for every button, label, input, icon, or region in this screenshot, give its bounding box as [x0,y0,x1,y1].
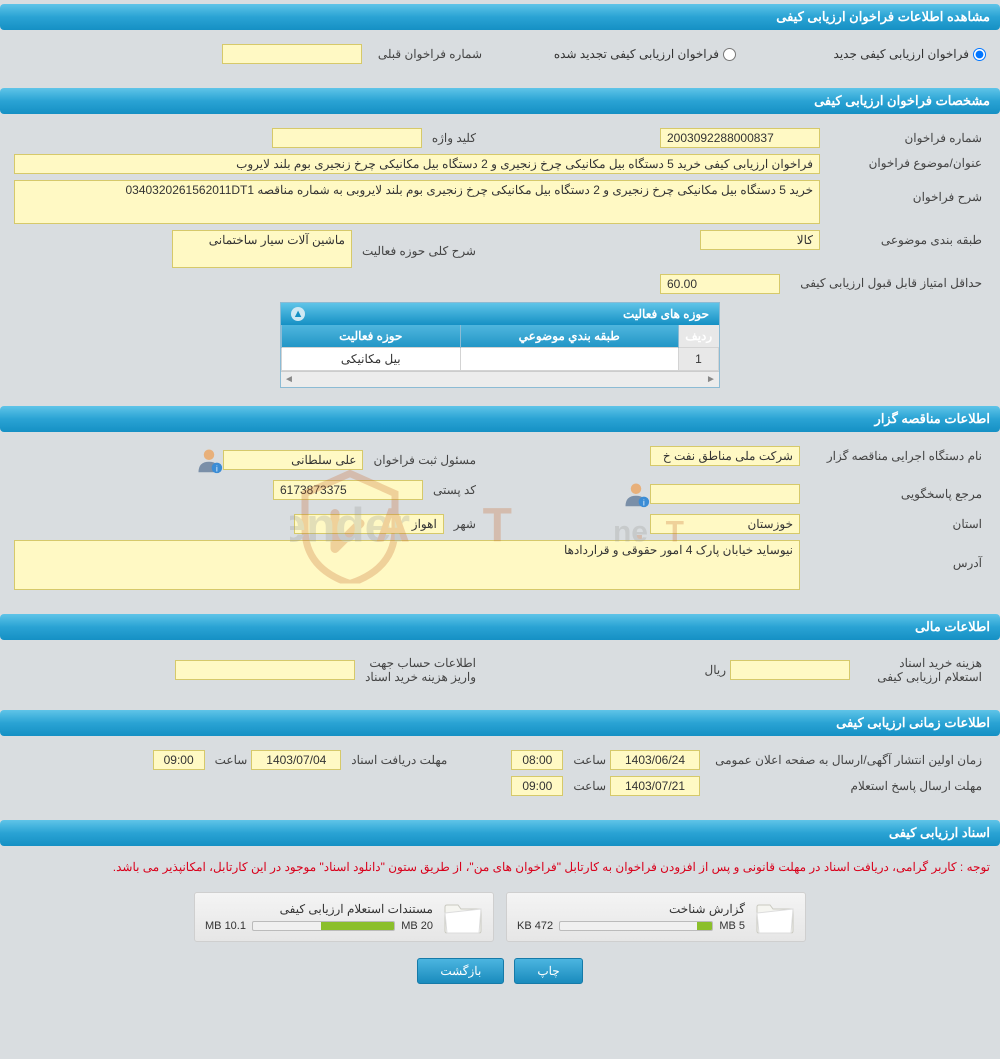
title-label: عنوان/موضوع فراخوان [826,154,986,172]
section-financial-body: هزینه خرید اسناد استعلام ارزیابی کیفی ری… [0,648,1000,706]
file-size-0: 472 KB [517,920,553,932]
svg-text:i: i [643,498,645,507]
exec-field: شرکت ملی مناطق نفت خ [650,446,800,466]
table-row: 1 بیل مکانیکی [282,348,719,371]
section-header-timing: اطلاعات زمانی ارزیابی کیفی [0,710,1000,736]
keyword-field [272,128,422,148]
subtable-scrollbar[interactable] [281,371,719,387]
section-timing-body: زمان اولین انتشار آگهی/ارسال به صفحه اعل… [0,744,1000,816]
responder-label: مرجع پاسخگویی [806,485,986,503]
subtable-title: حوزه های فعالیت [623,307,709,321]
doc-deadline-date: 1403/07/04 [251,750,341,770]
inquiry-deadline-date: 1403/07/21 [610,776,700,796]
section-specs-body: شماره فراخوان 2003092288000837 کلید واژه… [0,122,1000,402]
folder-icon-2 [443,899,483,935]
hour-label-3: ساعت [569,777,610,795]
inquiry-deadline-time: 09:00 [511,776,563,796]
call-no-field: 2003092288000837 [660,128,820,148]
reg-officer-field: علی سلطانی [223,450,363,470]
td-category [460,348,679,371]
docs-note: توجه : کاربر گرامی، دریافت اسناد در مهلت… [0,854,1000,880]
exec-label: نام دستگاه اجرایی مناقصه گزار [806,447,986,465]
postal-field: 6173873375 [273,480,423,500]
doc-deadline-time: 09:00 [153,750,205,770]
radio-renewed-call[interactable] [723,48,736,61]
category-field: کالا [700,230,820,250]
section-header-financial: اطلاعات مالی [0,614,1000,640]
postal-label: کد پستی [429,481,480,499]
first-pub-time: 08:00 [511,750,563,770]
scope-field: ماشین آلات سیار ساختمانی [172,230,352,268]
min-score-field: 60.00 [660,274,780,294]
purchase-cost-label1: هزینه خرید اسناد [860,656,982,670]
currency-label: ریال [700,661,730,679]
inquiry-deadline-label: مهلت ارسال پاسخ استعلام [706,777,986,795]
td-scope: بیل مکانیکی [282,348,461,371]
desc-label: شرح فراخوان [826,180,986,206]
td-idx: 1 [679,348,719,371]
file-max-0: 5 MB [719,920,745,932]
section-info-body: فراخوان ارزیابی کیفی جدید فراخوان ارزیاب… [0,38,1000,84]
city-field: اهواز [294,514,444,534]
city-label: شهر [450,515,480,533]
file-title-1: مستندات استعلام ارزیابی کیفی [205,902,433,916]
call-no-label: شماره فراخوان [826,129,986,147]
first-pub-label: زمان اولین انتشار آگهی/ارسال به صفحه اعل… [706,751,986,769]
collapse-icon[interactable]: ▲ [291,307,305,321]
address-field: نیوساید خیابان پارک 4 امور حقوقی و قرارد… [14,540,800,590]
th-scope: حوزه فعاليت [282,325,461,348]
person-icon-2[interactable]: i [622,480,650,508]
section-header-specs: مشخصات فراخوان ارزیابی کیفی [0,88,1000,114]
hour-label-2: ساعت [211,751,252,769]
doc-deadline-label: مهلت دریافت اسناد [347,751,451,769]
purchase-cost-field [730,660,850,680]
section-header-info: مشاهده اطلاعات فراخوان ارزیابی کیفی [0,4,1000,30]
file-card-0[interactable]: گزارش شناخت 5 MB 472 KB [506,892,806,942]
desc-field: خرید 5 دستگاه بیل مکانیکی چرخ زنجیری و 2… [14,180,820,224]
prev-call-label: شماره فراخوان قبلی [374,45,486,63]
category-label: طبقه بندی موضوعی [826,231,986,249]
account-field [175,660,355,680]
th-category: طبقه بندي موضوعي [460,325,679,348]
th-idx: ردیف [679,325,719,348]
svg-text:i: i [216,464,218,473]
folder-icon [755,899,795,935]
keyword-label: کلید واژه [428,129,480,147]
hour-label-1: ساعت [569,751,610,769]
radio-renewed-label: فراخوان ارزیابی کیفی تجدید شده [554,47,719,61]
print-button: چاپ [514,958,582,984]
scope-label: شرح کلی حوزه فعالیت [358,230,480,260]
file-progress-1 [252,921,395,931]
account-label1: اطلاعات حساب جهت [365,656,476,670]
section-header-org: اطلاعات مناقصه گزار [0,406,1000,432]
section-org-body: AriaTender . A T ne T نام دستگاه اجرایی … [0,440,1000,610]
file-size-1: 10.1 MB [205,920,246,932]
radio-new-label: فراخوان ارزیابی کیفی جدید [834,47,969,61]
province-field: خوزستان [650,514,800,534]
title-field: فراخوان ارزیابی کیفی خرید 5 دستگاه بیل م… [14,154,820,174]
prev-call-field [222,44,362,64]
activity-subtable: حوزه های فعالیت ▲ ردیف طبقه بندي موضوعي … [280,302,720,388]
file-max-1: 20 MB [401,920,433,932]
first-pub-date: 1403/06/24 [610,750,700,770]
reg-officer-label: مسئول ثبت فراخوان [369,451,480,469]
responder-field [650,484,800,504]
file-progress-0 [559,921,713,931]
min-score-label: حداقل امتیاز قابل قبول ارزیابی کیفی [786,274,986,292]
back-button[interactable]: بازگشت [417,958,504,984]
person-icon[interactable]: i [195,446,223,474]
section-header-docs: اسناد ارزیابی کیفی [0,820,1000,846]
province-label: استان [806,515,986,533]
account-label2: واریز هزینه خرید اسناد [365,670,476,684]
file-card-1[interactable]: مستندات استعلام ارزیابی کیفی 20 MB 10.1 … [194,892,494,942]
file-title-0: گزارش شناخت [517,902,745,916]
address-label: آدرس [806,540,986,572]
purchase-cost-label2: استعلام ارزیابی کیفی [860,670,982,684]
button-row: چاپ بازگشت [0,958,1000,984]
file-row: گزارش شناخت 5 MB 472 KB مستندات استعلام … [0,892,1000,942]
radio-new-call[interactable] [973,48,986,61]
